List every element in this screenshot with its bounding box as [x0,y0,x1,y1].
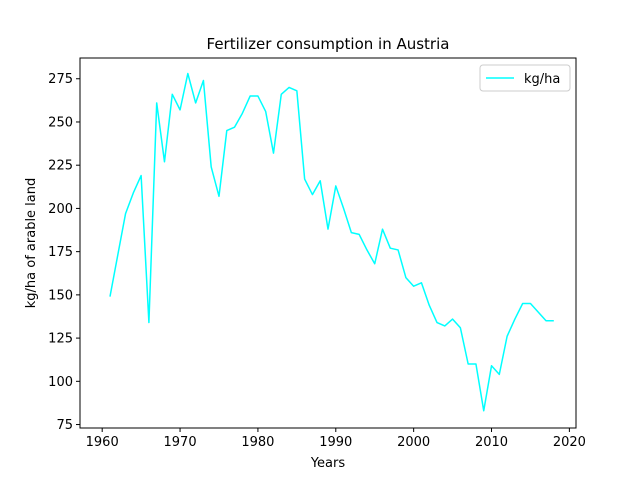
y-tick-label: 200 [48,202,73,217]
y-tick-label: 250 [48,115,73,130]
y-tick-label: 150 [48,288,73,303]
y-axis: 75 100 125 150 175 200 225 250 275 [48,72,80,433]
x-tick-label: 2000 [397,435,430,450]
series-line-kg-ha [109,72,554,412]
y-axis-label: kg/ha of arable land [24,178,39,309]
x-tick-label: 1990 [319,435,352,450]
x-axis-label: Years [310,456,346,471]
y-tick-label: 175 [48,245,73,260]
y-tick-label: 125 [48,332,73,347]
x-tick-label: 2020 [553,435,586,450]
chart-title: Fertilizer consumption in Austria [207,35,450,53]
legend-entry-label: kg/ha [524,72,560,87]
legend-box [479,64,571,92]
x-tick-label: 1970 [164,435,197,450]
x-axis: 1960 1970 1980 1990 2000 2010 2020 [86,428,586,450]
plot-area [109,72,554,412]
y-tick-label: 75 [56,418,73,433]
x-tick-label: 2010 [475,435,508,450]
x-tick-label: 1980 [241,435,274,450]
x-tick-label: 1960 [86,435,119,450]
y-tick-label: 275 [48,72,73,87]
y-tick-label: 100 [48,375,73,390]
legend: kg/ha [479,64,571,92]
axes-frame [79,57,577,429]
y-tick-label: 225 [48,159,73,174]
